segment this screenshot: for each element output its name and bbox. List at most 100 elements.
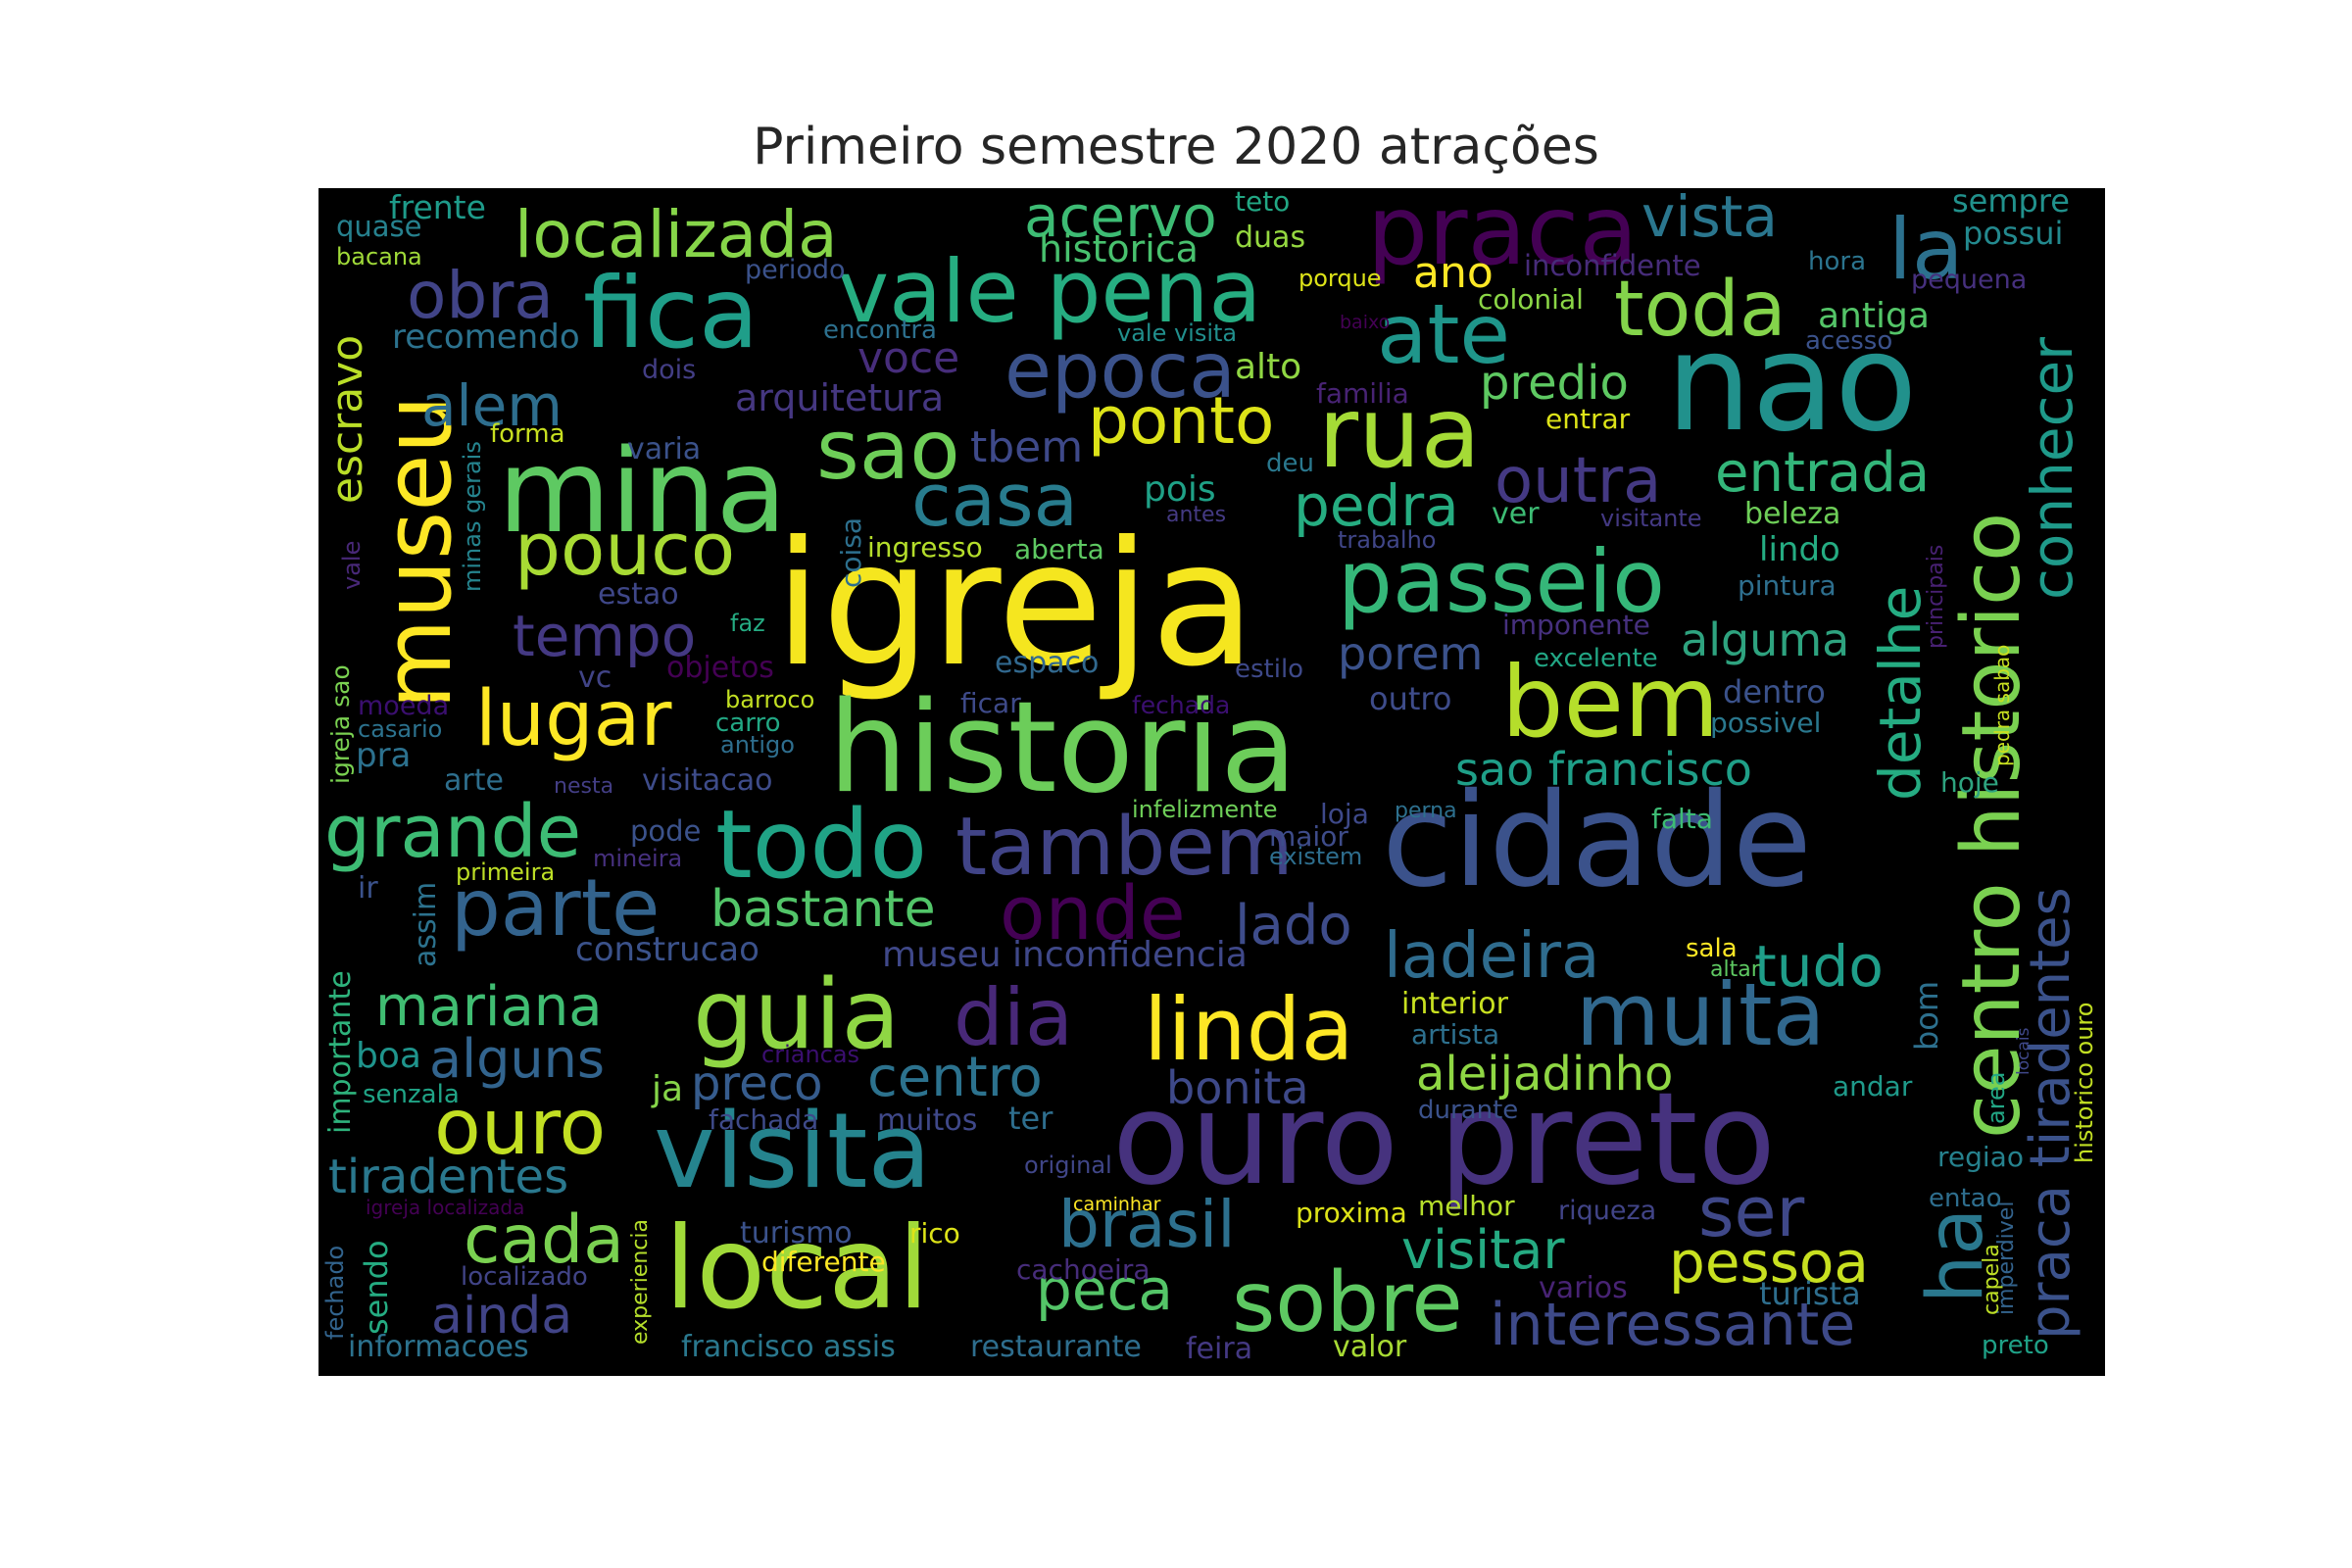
word: duas (1235, 220, 1306, 255)
word: voce (858, 333, 960, 383)
word: encontra (823, 316, 937, 345)
word: pequena (1911, 265, 2028, 295)
word: fica (583, 256, 760, 370)
word: infelizmente (1132, 796, 1278, 823)
word: antes (1166, 503, 1227, 527)
word: arquitetura (735, 376, 945, 419)
word: experiencia (628, 1219, 653, 1345)
word: bem (1501, 645, 1720, 760)
word: obra (407, 258, 554, 333)
word: aleijadinho (1416, 1047, 1674, 1102)
word: trabalho (1338, 526, 1437, 554)
word: porque (1298, 265, 1382, 292)
word: imponente (1502, 609, 1650, 641)
word: dois (642, 355, 697, 385)
word: ouro preto (1112, 1064, 1776, 1213)
word: fachada (709, 1103, 819, 1136)
word: sendo (358, 1240, 395, 1335)
word: pedra (1294, 472, 1459, 539)
word: outro (1369, 680, 1452, 717)
word: loja (1320, 798, 1369, 830)
word: aberta (1014, 533, 1104, 565)
word: possivel (1710, 707, 1822, 739)
word: visitante (1600, 505, 1702, 532)
word: baixo (1340, 312, 1391, 333)
word: museu inconfidencia (882, 935, 1248, 975)
word: epoca (1004, 327, 1236, 416)
word: toda (1614, 266, 1787, 354)
word: nao (1666, 304, 1918, 462)
word: lugar (475, 675, 672, 763)
word-cloud: igreja historia cidade ouro preto nao mi… (318, 188, 2105, 1376)
word: boa (356, 1036, 421, 1076)
word: pintura (1738, 569, 1837, 602)
word: entrar (1545, 403, 1631, 435)
word: importante (323, 970, 358, 1134)
word: vale pena (838, 241, 1262, 342)
word: cachoeira (1016, 1253, 1151, 1286)
word: ouro (434, 1084, 607, 1172)
word: rua (1318, 375, 1481, 490)
word: pode (630, 814, 702, 848)
word: alguns (429, 1028, 605, 1090)
word: construcao (575, 930, 760, 969)
word: ser (1698, 1172, 1805, 1252)
word: periodo (745, 255, 846, 285)
word: perna (1395, 799, 1457, 823)
word: entrada (1715, 441, 1931, 505)
word: visitar (1401, 1219, 1565, 1281)
word: estilo (1235, 655, 1304, 684)
figure-title: Primeiro semestre 2020 atrações (753, 118, 1599, 176)
word: conhecer (2019, 337, 2085, 600)
word: entao (1929, 1184, 2002, 1213)
word: ate (1377, 286, 1511, 382)
word: criancas (761, 1041, 860, 1068)
word: tudo (1754, 933, 1884, 1000)
word: ja (652, 1069, 684, 1109)
word: senzala (363, 1080, 460, 1109)
word: vale visita (1117, 319, 1238, 347)
word: bom (1908, 980, 1945, 1051)
word: ingresso (867, 531, 983, 564)
word: parte (451, 862, 661, 954)
word: vc (578, 661, 612, 695)
word: principais (1924, 544, 1948, 649)
word: predio (1480, 356, 1629, 411)
word: interior (1401, 987, 1508, 1021)
word: onde (1000, 869, 1186, 956)
word: bonita (1166, 1061, 1309, 1114)
word: arte (444, 763, 504, 798)
word: regiao (1937, 1141, 2024, 1173)
word: acesso (1805, 326, 1893, 356)
word: detalhe (1867, 585, 1934, 801)
word: guia (693, 959, 901, 1071)
word: varia (627, 432, 702, 466)
word: restaurante (970, 1330, 1142, 1364)
word: acervo (1024, 188, 1217, 250)
word: beleza (1744, 497, 1841, 531)
word: antigo (720, 731, 795, 759)
word: feira (1186, 1332, 1253, 1366)
word: todo (715, 790, 928, 900)
word: area (1983, 1071, 2010, 1124)
word: passeio (1338, 531, 1665, 632)
word: historica (1039, 227, 1199, 270)
word: colonial (1478, 283, 1584, 316)
word: sao francisco (1455, 743, 1752, 796)
word: bastante (710, 880, 936, 939)
word: centro (867, 1046, 1043, 1109)
word: bacana (336, 243, 422, 270)
word: vista (1642, 188, 1778, 250)
word: igreja localizada (366, 1196, 525, 1219)
word: dia (954, 972, 1074, 1063)
word: alem (421, 372, 563, 439)
word: quase (336, 210, 422, 243)
word: alguma (1681, 613, 1850, 666)
word: sempre (1952, 188, 2070, 220)
word: tambem (956, 801, 1294, 894)
word: barroco (725, 686, 815, 713)
word: teto (1235, 188, 1291, 218)
word: deu (1266, 449, 1314, 478)
word: visita (654, 1091, 932, 1211)
word: ainda (431, 1287, 573, 1346)
